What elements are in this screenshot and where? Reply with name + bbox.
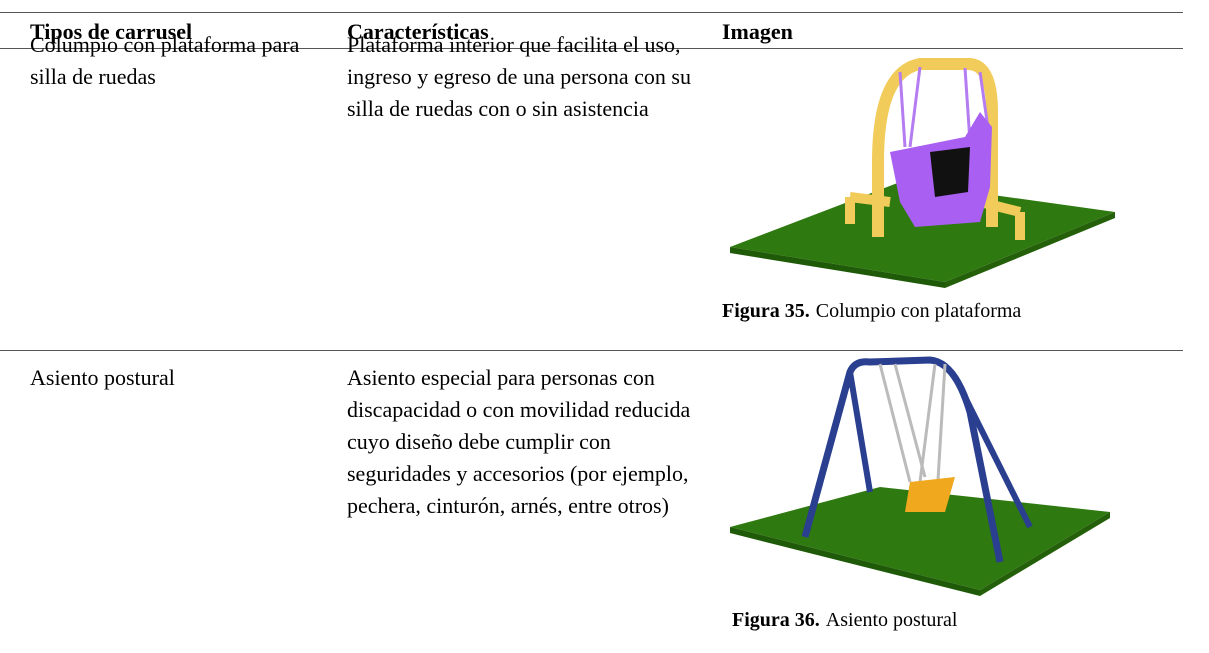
caption-label: Figura 35.: [722, 300, 810, 322]
features-cell: Asiento especial para personas con disca…: [347, 365, 691, 518]
rule: [0, 12, 1183, 13]
caption-label: Figura 36.: [732, 609, 820, 631]
header-cell: Imagen: [722, 19, 793, 44]
header-cell: Características: [347, 19, 489, 44]
rule: [0, 48, 1183, 49]
swing-platform-image: [730, 58, 1115, 288]
caption-text: Asiento postural: [825, 609, 958, 631]
rule: [0, 350, 1183, 351]
header-cell: Tipos de carrusel: [30, 19, 193, 44]
caption-text: Columpio con plataforma: [815, 300, 1022, 322]
postural-seat-image: [730, 356, 1110, 596]
type-cell: Columpio con plataforma para silla de ru…: [30, 32, 300, 89]
type-cell: Asiento postural: [30, 365, 175, 390]
caption: Figura 36. Asiento postural: [732, 607, 957, 633]
features-cell: Plataforma interior que facilita el uso,…: [347, 32, 691, 121]
caption: Figura 35. Columpio con plataforma: [722, 298, 1021, 324]
